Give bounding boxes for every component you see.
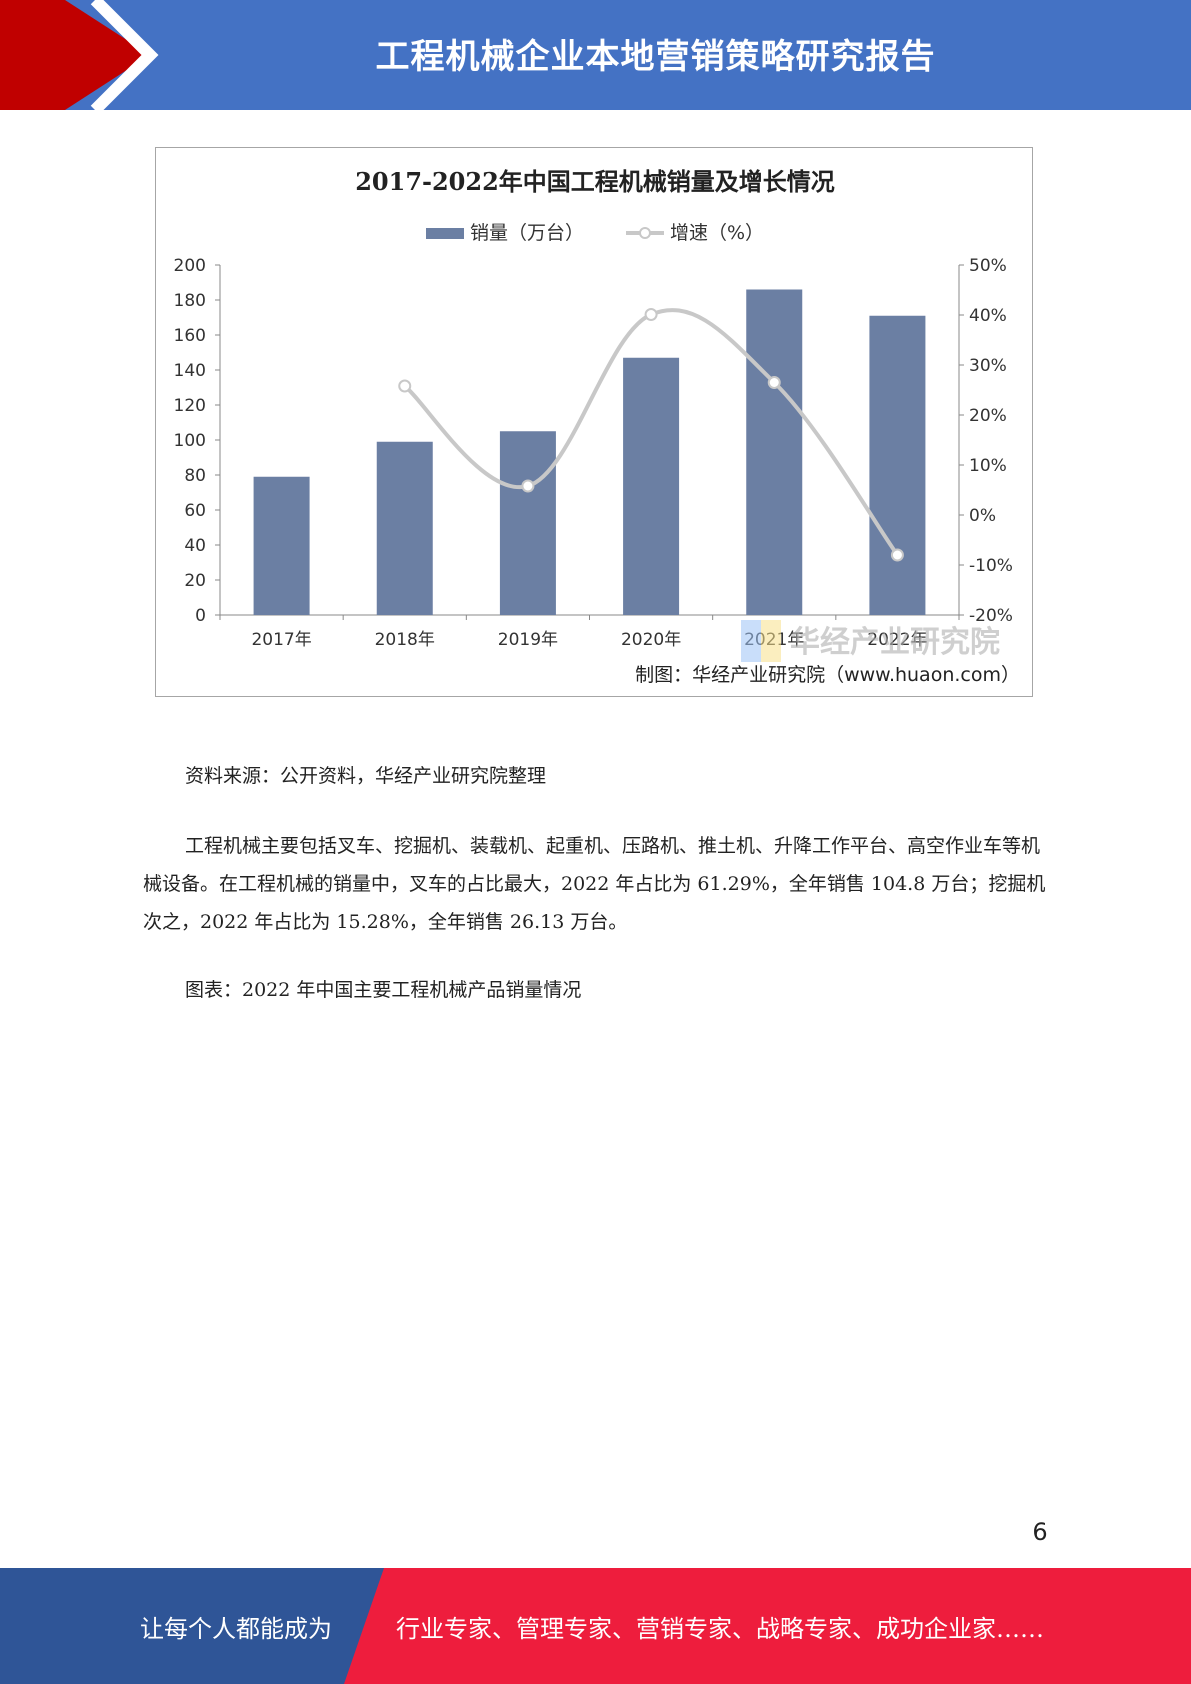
y-left-tick-label: 20 [184, 571, 206, 591]
x-tick-label: 2017年 [251, 630, 311, 650]
source-note: 资料来源：公开资料，华经产业研究院整理 [185, 765, 547, 787]
body-paragraph: 工程机械主要包括叉车、挖掘机、装载机、起重机、压路机、推土机、升降工作平台、高空… [143, 835, 1046, 933]
chart-title: 2017-2022年中国工程机械销量及增长情况 [355, 167, 835, 196]
watermark-text: 华经产业研究院 [790, 625, 1000, 660]
y-left-tick-label: 100 [174, 431, 206, 451]
y-left-tick-label: 180 [174, 291, 206, 311]
chart-credit: 制图：华经产业研究院（www.huaon.com） [635, 664, 1020, 686]
bar-4 [746, 289, 803, 615]
y-left-tick-label: 140 [174, 361, 206, 381]
y-right-tick-label: 20% [969, 406, 1007, 426]
header-red-chevron [0, 0, 150, 110]
y-left-tick-label: 160 [174, 326, 206, 346]
bar-1 [376, 441, 433, 615]
page-footer: 让每个人都能成为 行业专家、管理专家、营销专家、战略专家、成功企业家…… [0, 1568, 1191, 1684]
watermark-logo-blue [741, 620, 761, 662]
x-tick-label: 2019年 [498, 630, 558, 650]
growth-point-2 [521, 479, 535, 493]
footer-slogan-left: 让每个人都能成为 [140, 1614, 332, 1643]
y-left-tick-label: 120 [174, 396, 206, 416]
bar-2 [499, 431, 556, 615]
page-header: 工程机械企业本地营销策略研究报告 [0, 0, 1191, 110]
growth-point-4 [767, 376, 781, 389]
y-left-tick-label: 80 [184, 466, 206, 486]
growth-point-5 [890, 548, 904, 562]
y-right-tick-label: 0% [969, 506, 996, 526]
watermark-logo-yellow [761, 620, 781, 662]
header-title: 工程机械企业本地营销策略研究报告 [375, 36, 936, 77]
header-graphic [0, 0, 159, 110]
x-tick-label: 2022年 [867, 630, 927, 650]
footer-graphic [0, 1568, 1191, 1684]
x-tick-label: 2018年 [375, 630, 435, 650]
bar-3 [623, 357, 680, 615]
y-right-tick-label: 10% [969, 456, 1007, 476]
bar-5 [869, 315, 926, 615]
x-tick-label: 2020年 [621, 630, 681, 650]
y-right-tick-label: -20% [969, 606, 1013, 626]
legend-line-marker [639, 227, 651, 239]
legend-bar-label: 销量（万台） [470, 222, 584, 244]
footer-slogan-right: 行业专家、管理专家、营销专家、战略专家、成功企业家…… [396, 1614, 1044, 1643]
y-right-tick-label: 40% [969, 306, 1007, 326]
growth-point-1 [398, 379, 412, 393]
y-left-tick-label: 40 [184, 536, 206, 556]
legend-line-label: 增速（%） [670, 222, 764, 244]
y-left-tick-label: 200 [174, 256, 206, 276]
y-right-tick-label: -10% [969, 556, 1013, 576]
bar-0 [253, 476, 310, 615]
figure-caption: 图表：2022 年中国主要工程机械产品销量情况 [185, 979, 582, 1001]
y-left-tick-label: 0 [195, 606, 206, 626]
chart-container: 2017-2022年中国工程机械销量及增长情况销量（万台） 增速（%） 0 20 40 6… [155, 147, 1033, 697]
legend-bar-swatch [426, 228, 464, 239]
page-number: 6 [1032, 1518, 1048, 1546]
y-right-tick-label: 30% [969, 356, 1007, 376]
footer-red-band [344, 1568, 1191, 1684]
y-left-tick-label: 60 [184, 501, 206, 521]
growth-point-3 [644, 308, 658, 321]
header-white-chevron [90, 0, 159, 110]
y-right-tick-label: 50% [969, 256, 1007, 276]
